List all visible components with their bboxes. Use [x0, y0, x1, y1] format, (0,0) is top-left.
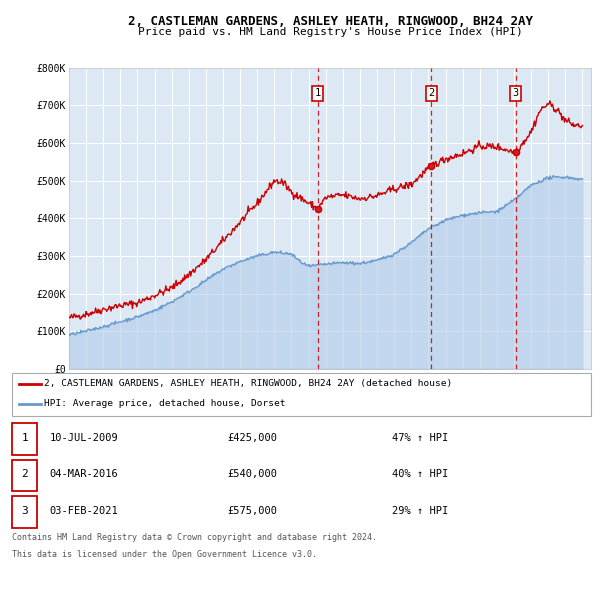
Text: 29% ↑ HPI: 29% ↑ HPI: [392, 506, 448, 516]
Text: 2: 2: [428, 88, 434, 99]
Text: 10-JUL-2009: 10-JUL-2009: [50, 433, 118, 442]
Text: 1: 1: [314, 88, 321, 99]
Text: 3: 3: [21, 506, 28, 516]
Text: 2, CASTLEMAN GARDENS, ASHLEY HEATH, RINGWOOD, BH24 2AY: 2, CASTLEMAN GARDENS, ASHLEY HEATH, RING…: [128, 15, 533, 28]
Text: £575,000: £575,000: [227, 506, 277, 516]
Text: Contains HM Land Registry data © Crown copyright and database right 2024.: Contains HM Land Registry data © Crown c…: [12, 533, 377, 542]
Text: Price paid vs. HM Land Registry's House Price Index (HPI): Price paid vs. HM Land Registry's House …: [137, 27, 523, 37]
Text: 04-MAR-2016: 04-MAR-2016: [50, 470, 118, 479]
Text: 2, CASTLEMAN GARDENS, ASHLEY HEATH, RINGWOOD, BH24 2AY (detached house): 2, CASTLEMAN GARDENS, ASHLEY HEATH, RING…: [44, 379, 452, 388]
Text: 2: 2: [21, 470, 28, 479]
Text: £540,000: £540,000: [227, 470, 277, 479]
Text: 3: 3: [512, 88, 518, 99]
Text: HPI: Average price, detached house, Dorset: HPI: Average price, detached house, Dors…: [44, 399, 286, 408]
Text: This data is licensed under the Open Government Licence v3.0.: This data is licensed under the Open Gov…: [12, 550, 317, 559]
Text: 03-FEB-2021: 03-FEB-2021: [50, 506, 118, 516]
Text: 40% ↑ HPI: 40% ↑ HPI: [392, 470, 448, 479]
Text: £425,000: £425,000: [227, 433, 277, 442]
Text: 1: 1: [21, 433, 28, 442]
Text: 47% ↑ HPI: 47% ↑ HPI: [392, 433, 448, 442]
